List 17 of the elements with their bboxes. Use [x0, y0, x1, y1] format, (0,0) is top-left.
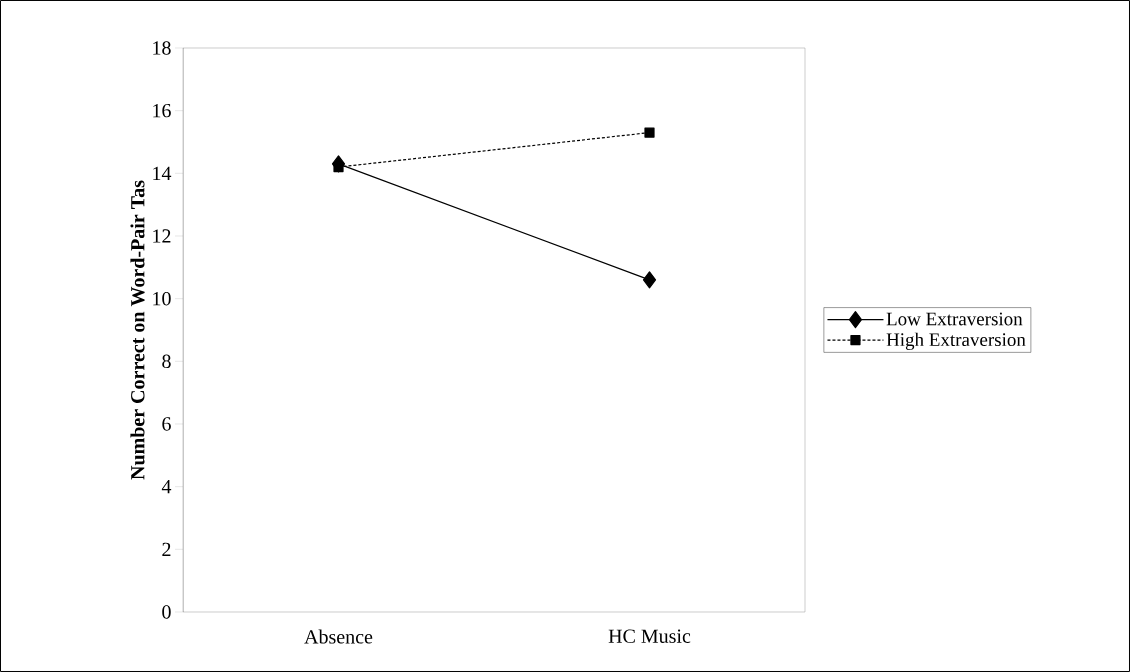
- y-tick-label: 18: [153, 41, 171, 55]
- legend-label: High Extraversion: [886, 332, 1026, 350]
- y-tick-label: 12: [153, 229, 171, 243]
- x-tick-label: HC Music: [608, 629, 691, 643]
- x-tick-label: Absence: [304, 629, 373, 644]
- y-axis-title: Number Correct on Word-Pair Tas: [130, 180, 145, 480]
- point: [642, 271, 657, 289]
- y-tick-label: 8: [162, 354, 171, 369]
- y-tick-label: 14: [153, 166, 172, 180]
- y-tick-label: 2: [162, 542, 171, 556]
- y-tick-label: 4: [161, 480, 172, 494]
- y-tick-label: 0: [162, 605, 171, 619]
- legend-label: Low Extraversion: [886, 312, 1023, 326]
- point: [644, 127, 655, 138]
- y-tick-label: 6: [162, 417, 171, 431]
- y-tick-label: 16: [153, 103, 171, 118]
- y-tick-label: 10: [153, 291, 171, 306]
